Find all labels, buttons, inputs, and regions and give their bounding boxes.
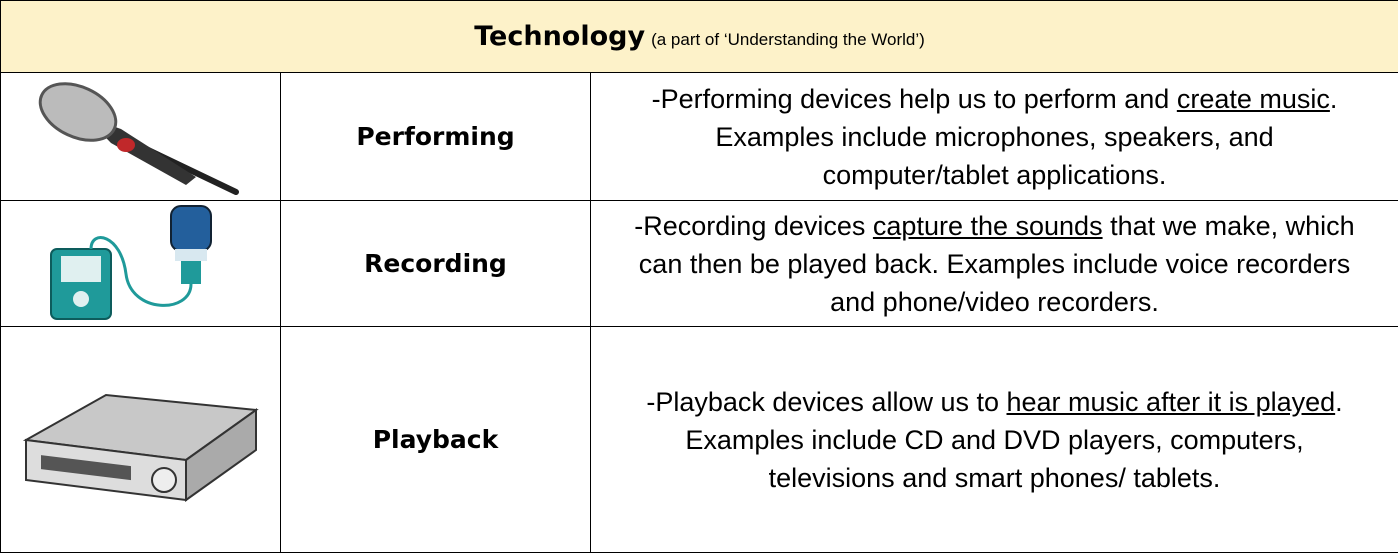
row-description: -Performing devices help us to perform a… [590,72,1398,201]
header-title: Technology [474,21,646,52]
player-icon [22,393,259,502]
description-text: -Recording devices [634,210,873,241]
header-cell: Technology (a part of ‘Understanding the … [0,0,1398,73]
description-text: . Examples include microphones, speakers… [715,83,1338,190]
description-text: -Performing devices help us to perform a… [651,83,1177,114]
description-text: -Playback devices allow us to [646,386,1007,417]
row-description: -Recording devices capture the sounds th… [590,200,1398,327]
recorder-icon [49,204,212,320]
description-underlined: capture the sounds [872,210,1103,241]
description-text: . Examples include CD and DVD players, c… [685,386,1343,493]
header-subtitle: (a part of ‘Understanding the World’) [651,30,925,49]
row: Recording -Recording devices capture the… [0,200,1398,327]
header-row: Technology (a part of ‘Understanding the … [0,0,1398,73]
description-underlined: create music [1176,83,1330,114]
row: Performing -Performing devices help us t… [0,72,1398,201]
row-name: Playback [280,326,591,553]
row: Playback -Playback devices allow us to h… [0,326,1398,553]
microphone-icon [38,81,239,195]
description-underlined: hear music after it is played [1006,386,1336,417]
description-text: that we make, which can then be played b… [638,210,1355,317]
image-cell [0,200,281,327]
image-cell [0,72,281,201]
row-name: Performing [280,72,591,201]
row-name: Recording [280,200,591,327]
image-cell [0,326,281,553]
row-description: -Playback devices allow us to hear music… [590,326,1398,553]
